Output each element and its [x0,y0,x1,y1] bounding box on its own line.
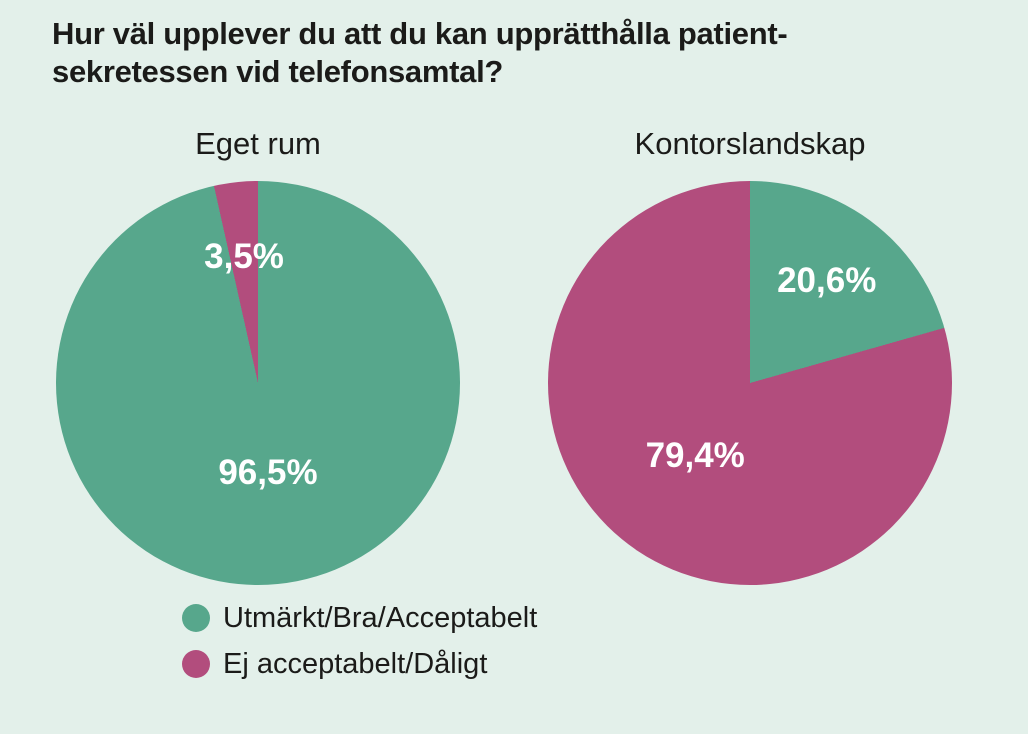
legend: Utmärkt/Bra/Acceptabelt Ej acceptabelt/D… [182,601,537,693]
pie-slice-label: 96,5% [218,453,318,493]
legend-dot-negative-icon [182,650,210,678]
legend-item-positive: Utmärkt/Bra/Acceptabelt [182,601,537,635]
legend-dot-positive-icon [182,604,210,632]
figure-title-line-1: Hur väl upplever du att du kan upprätthå… [52,16,788,51]
pie-eget-rum: 96,5% 3,5% [56,181,460,585]
pie-kontorslandskap: 20,6% 79,4% [548,181,952,585]
pie-slice-label: 20,6% [777,261,877,301]
pie-title-eget-rum: Eget rum [195,126,321,161]
pie-chart-kontorslandskap: Kontorslandskap 20,6% 79,4% [548,125,952,585]
legend-label-positive: Utmärkt/Bra/Acceptabelt [223,602,538,634]
pie-chart-eget-rum: Eget rum 96,5% 3,5% [56,125,460,585]
pie-slice-label: 79,4% [645,435,745,475]
pie-title-kontorslandskap: Kontorslandskap [634,126,866,161]
figure-title: Hur väl upplever du att du kan upprätthå… [52,15,952,91]
pie-slice-label: 3,5% [204,236,284,276]
figure-title-line-2: sekretessen vid telefonsamtal? [52,54,504,89]
legend-label-negative: Ej acceptabelt/Dåligt [223,648,488,680]
legend-item-negative: Ej acceptabelt/Dåligt [182,647,537,681]
